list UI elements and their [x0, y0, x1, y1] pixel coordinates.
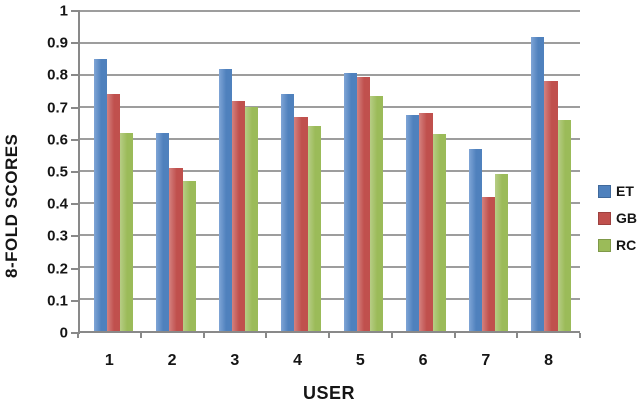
- x-tick-mark: [202, 333, 205, 338]
- y-tick-label: 0.3: [47, 227, 68, 245]
- x-tick-mark: [390, 333, 393, 338]
- gridline: [80, 234, 580, 236]
- bar-group: [518, 11, 581, 331]
- legend-swatch-icon: [598, 238, 611, 252]
- bar-gb: [106, 94, 121, 331]
- legend-label: GB: [616, 210, 637, 226]
- bar-group: [393, 11, 456, 331]
- bar-group: [80, 11, 143, 331]
- legend-item-gb: GB: [598, 211, 637, 225]
- x-axis-tick-marks: [77, 333, 581, 339]
- y-axis-tick-marks: [71, 10, 80, 334]
- gridline: [80, 202, 580, 204]
- y-tick-mark: [71, 235, 80, 238]
- y-tick-mark: [71, 267, 80, 270]
- gridline: [80, 74, 580, 76]
- x-axis-title: USER: [302, 383, 355, 403]
- x-tick-mark: [579, 333, 581, 338]
- y-tick-mark: [71, 299, 80, 302]
- gridline: [80, 106, 580, 108]
- x-tick-mark: [453, 333, 456, 338]
- plot-area: [78, 10, 581, 333]
- bar-gb: [231, 100, 246, 331]
- legend-label: RC: [616, 237, 637, 253]
- y-tick-mark: [71, 74, 80, 77]
- bar-rc: [245, 107, 259, 331]
- legend-swatch-icon: [598, 184, 611, 198]
- bar-group: [205, 11, 268, 331]
- x-tick-label: 5: [355, 352, 365, 369]
- bar-gb: [544, 81, 558, 331]
- legend-item-et: ET: [598, 184, 637, 198]
- bar-rc: [182, 180, 196, 331]
- x-tick-label: 2: [167, 352, 177, 369]
- legend-label: ET: [616, 183, 634, 199]
- legend-item-rc: RC: [598, 238, 637, 252]
- bar-et: [343, 73, 357, 331]
- bar-group: [268, 11, 331, 331]
- gridline: [80, 266, 580, 268]
- x-tick-label: 4: [293, 352, 303, 369]
- x-tick-label: 3: [230, 352, 240, 369]
- bar-rc: [120, 132, 134, 331]
- gridline: [80, 10, 580, 12]
- x-tick-label: 7: [481, 352, 491, 369]
- y-tick-label: 0.4: [47, 195, 68, 213]
- gridline: [80, 138, 580, 140]
- bar-gb: [294, 116, 308, 331]
- y-tick-mark: [71, 42, 80, 45]
- bar-gb: [169, 167, 183, 331]
- x-tick-label: 1: [104, 352, 114, 369]
- bar-group: [455, 11, 518, 331]
- bar-gb: [356, 76, 371, 331]
- bar-et: [156, 132, 170, 331]
- bar-et: [281, 94, 295, 331]
- y-tick-label: 0.8: [47, 66, 68, 84]
- y-axis-tick-labels: 0 0.1 0.2 0.3 0.4 0.5 0.6 0.7 0.8 0.9 1: [0, 4, 68, 341]
- gridline: [80, 170, 580, 172]
- y-tick-mark: [71, 203, 80, 206]
- y-tick-mark: [71, 138, 80, 141]
- y-tick-label: 0.7: [47, 99, 68, 117]
- x-tick-label: 6: [418, 352, 428, 369]
- y-tick-label: 0.1: [47, 292, 68, 310]
- y-tick-label: 1: [59, 2, 68, 20]
- bar-rc: [557, 119, 571, 331]
- y-tick-mark: [71, 171, 80, 173]
- y-tick-label: 0.9: [47, 34, 68, 52]
- x-tick-mark: [139, 333, 142, 338]
- x-tick-mark: [77, 333, 79, 338]
- x-tick-label: 8: [544, 352, 554, 369]
- bar-et: [218, 68, 232, 331]
- x-tick-mark: [265, 333, 268, 338]
- gridline: [80, 42, 580, 44]
- bar-gb: [419, 113, 433, 331]
- x-axis-tick-labels: 1 2 3 4 5 6 7 8: [78, 352, 580, 370]
- bar-gb: [481, 196, 496, 331]
- bar-et: [406, 115, 420, 331]
- bar-rc: [370, 95, 384, 331]
- y-tick-mark: [71, 10, 80, 12]
- x-tick-mark: [516, 333, 519, 338]
- y-tick-label: 0.6: [47, 131, 68, 149]
- y-tick-mark: [71, 106, 80, 109]
- bar-rc: [495, 174, 509, 331]
- bar-rc: [307, 126, 321, 331]
- bar-group: [330, 11, 393, 331]
- bar-et: [468, 148, 482, 331]
- y-tick-label: 0.5: [47, 163, 68, 181]
- bar-et: [93, 59, 107, 331]
- y-tick-label: 0.2: [47, 260, 68, 278]
- bar-et: [531, 36, 545, 331]
- legend: ET GB RC: [598, 184, 637, 252]
- gridline: [80, 298, 580, 300]
- y-tick-label: 0: [59, 324, 68, 342]
- x-tick-mark: [328, 333, 330, 338]
- bar-rc: [432, 134, 446, 331]
- legend-swatch-icon: [598, 211, 611, 225]
- bar-group: [143, 11, 206, 331]
- y-tick-mark: [71, 332, 80, 334]
